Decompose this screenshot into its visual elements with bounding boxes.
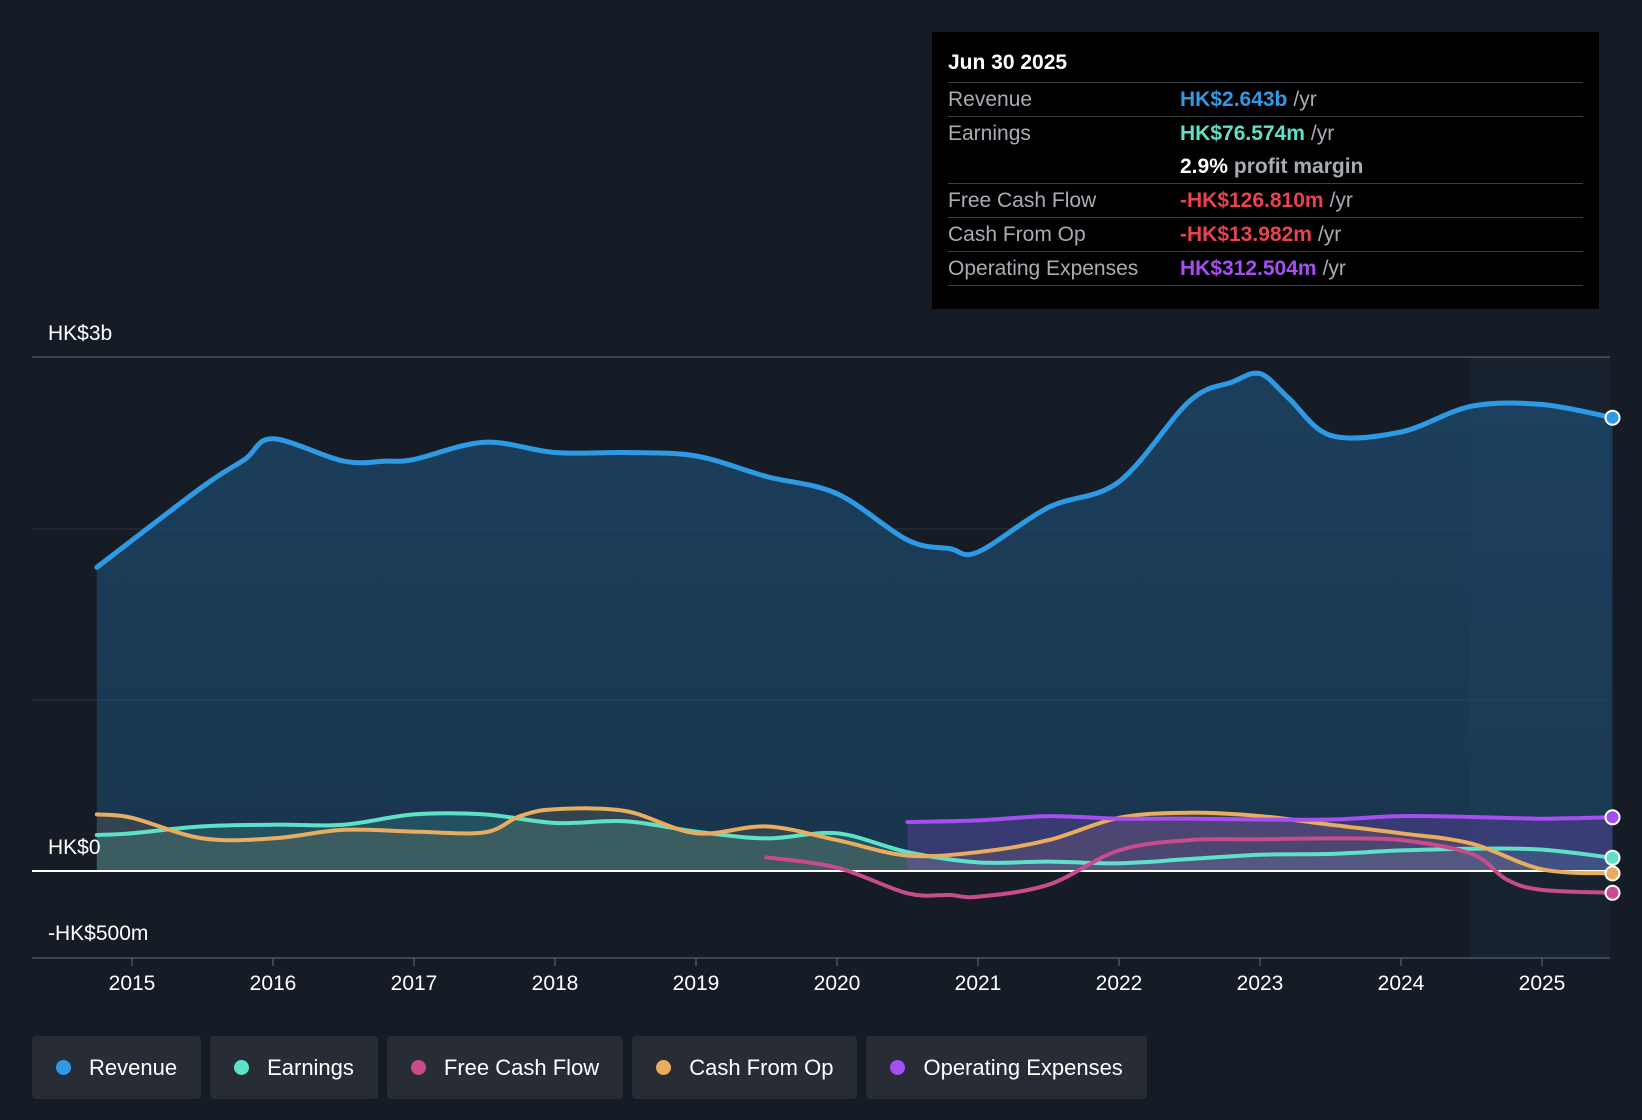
cash-from-op-line (94, 806, 1615, 876)
tooltip-row-revenue: Revenue HK$2.643b /yr (948, 82, 1583, 116)
legend-item-revenue[interactable]: Revenue (32, 1036, 202, 1099)
operating-expenses-line (905, 813, 1615, 825)
x-tick-label: 2020 (814, 972, 861, 995)
legend-dot-icon (656, 1060, 672, 1075)
revenue-endpoint[interactable] (1604, 409, 1621, 426)
x-tick-label: 2021 (955, 972, 1002, 995)
x-tick-label: 2023 (1237, 972, 1284, 995)
tooltip: Jun 30 2025 Revenue HK$2.643b /yr Earnin… (932, 32, 1599, 309)
cash-from-op-endpoint[interactable] (1604, 865, 1621, 882)
legend-item-earnings[interactable]: Earnings (210, 1036, 378, 1099)
tooltip-row-opex: Operating Expenses HK$312.504m /yr (948, 251, 1583, 285)
tooltip-divider (948, 285, 1583, 286)
x-tick-label: 2017 (391, 972, 438, 995)
y-label-zero: HK$0 (48, 836, 101, 859)
tooltip-date: Jun 30 2025 (948, 51, 1068, 74)
legend-item-free-cash-flow[interactable]: Free Cash Flow (386, 1036, 624, 1099)
legend: Revenue Earnings Free Cash Flow Cash Fro… (32, 1036, 1147, 1099)
x-tick-label: 2024 (1378, 972, 1425, 995)
tooltip-row-margin: 2.9% profit margin (1180, 154, 1364, 178)
tooltip-row-fcf: Free Cash Flow -HK$126.810m /yr (948, 183, 1583, 217)
operating-expenses-endpoint[interactable] (1604, 809, 1621, 826)
legend-dot-icon (56, 1060, 71, 1075)
legend-dot-icon (410, 1060, 426, 1075)
x-tick-label: 2016 (250, 972, 297, 995)
tooltip-row-earnings: Earnings HK$76.574m /yr (948, 116, 1583, 150)
tooltip-row-cfo: Cash From Op -HK$13.982m /yr (948, 217, 1583, 251)
free-cash-flow-line (764, 836, 1615, 900)
legend-item-operating-expenses[interactable]: Operating Expenses (866, 1036, 1147, 1099)
revenue-line (94, 370, 1615, 570)
legend-dot-icon (234, 1060, 250, 1075)
earnings-line (94, 811, 1615, 866)
x-tick-label: 2019 (673, 972, 720, 995)
legend-dot-icon (890, 1060, 906, 1075)
free-cash-flow-endpoint[interactable] (1604, 884, 1621, 901)
legend-item-cash-from-op[interactable]: Cash From Op (632, 1036, 858, 1099)
x-tick-label: 2022 (1096, 972, 1143, 995)
x-tick-label: 2025 (1519, 972, 1566, 995)
y-label-bottom: -HK$500m (48, 922, 148, 945)
y-label-top: HK$3b (48, 322, 112, 345)
earnings-endpoint[interactable] (1604, 849, 1621, 866)
x-tick-label: 2018 (532, 972, 579, 995)
x-tick-label: 2015 (109, 972, 156, 995)
revenue-area (96, 373, 1613, 871)
